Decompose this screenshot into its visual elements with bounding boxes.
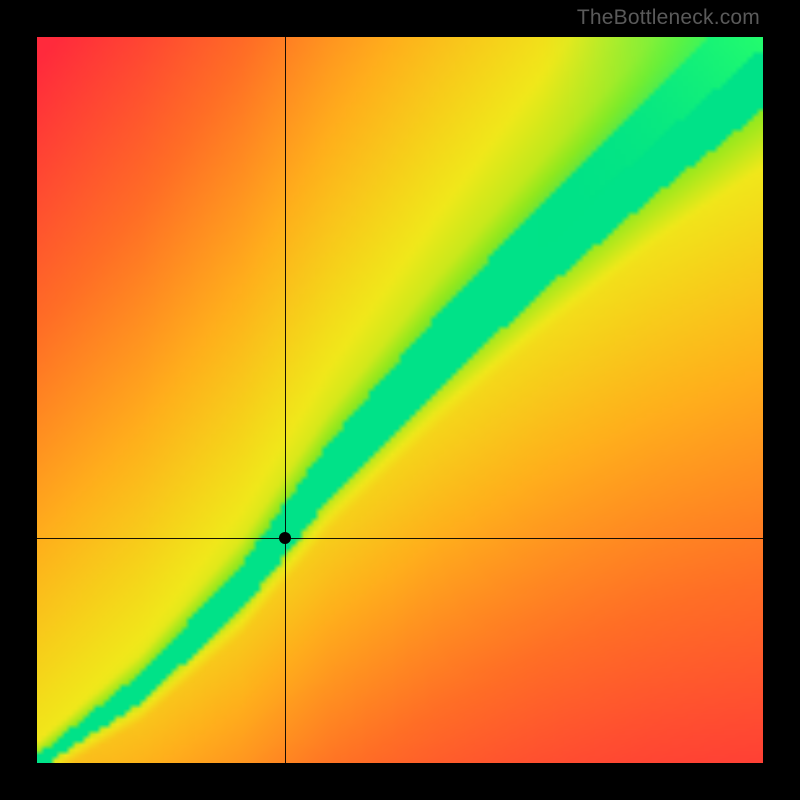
crosshair-vertical <box>285 37 286 763</box>
watermark-text: TheBottleneck.com <box>577 6 760 30</box>
crosshair-marker <box>279 532 291 544</box>
crosshair-horizontal <box>37 538 763 539</box>
heatmap-plot <box>37 37 763 763</box>
heatmap-canvas <box>37 37 763 763</box>
